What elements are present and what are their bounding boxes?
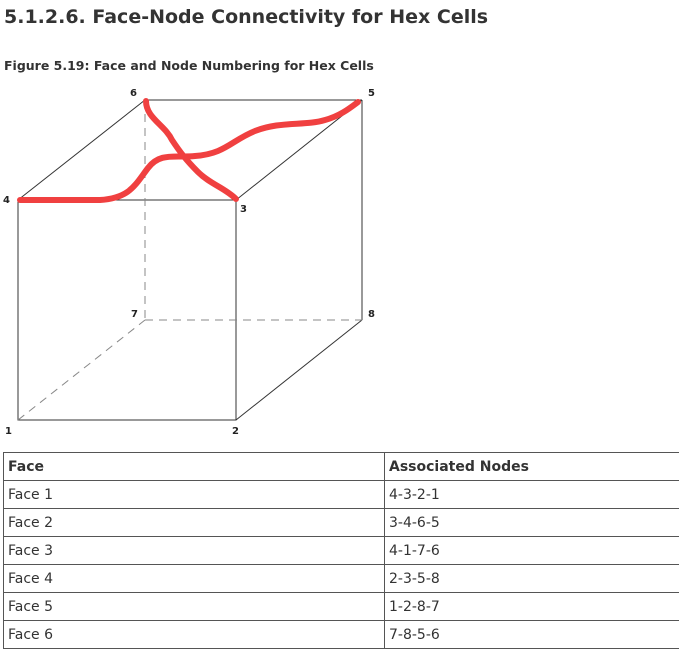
node-label-7: 7	[131, 309, 138, 320]
hex-cell-figure: 6 5 4 3 7 8 1 2	[3, 88, 375, 437]
nodes-cell: 2-3-5-8	[384, 564, 679, 593]
edge-2-8	[235, 319, 363, 421]
table-row: Face 3 4-1-7-6	[3, 536, 679, 565]
edge-4-6	[17, 99, 146, 201]
header-associated-nodes: Associated Nodes	[384, 452, 679, 481]
nodes-cell: 4-3-2-1	[384, 480, 679, 509]
node-label-6: 6	[130, 88, 137, 99]
annotation-stroke-4-5	[17, 99, 361, 203]
face-cell: Face 1	[3, 480, 385, 509]
face-cell: Face 2	[3, 508, 385, 537]
table-header-row: Face Associated Nodes	[3, 452, 679, 481]
table-row: Face 6 7-8-5-6	[3, 620, 679, 649]
node-label-8: 8	[368, 309, 375, 320]
nodes-cell: 3-4-6-5	[384, 508, 679, 537]
front-face	[17, 199, 237, 421]
face-cell: Face 6	[3, 620, 385, 649]
node-label-4: 4	[3, 195, 10, 206]
node-label-3: 3	[240, 204, 247, 215]
nodes-cell: 4-1-7-6	[384, 536, 679, 565]
node-label-1: 1	[5, 426, 12, 437]
face-cell: Face 5	[3, 592, 385, 621]
table-row: Face 5 1-2-8-7	[3, 592, 679, 621]
header-face: Face	[3, 452, 385, 481]
node-label-2: 2	[232, 426, 239, 437]
table-row: Face 1 4-3-2-1	[3, 480, 679, 509]
face-cell: Face 3	[3, 536, 385, 565]
nodes-cell: 7-8-5-6	[384, 620, 679, 649]
table-row: Face 2 3-4-6-5	[3, 508, 679, 537]
face-node-table: Face Associated Nodes Face 1 4-3-2-1 Face …	[3, 452, 679, 649]
face-cell: Face 4	[3, 564, 385, 593]
nodes-cell: 1-2-8-7	[384, 592, 679, 621]
table-row: Face 4 2-3-5-8	[3, 564, 679, 593]
hidden-edge-1-7	[17, 319, 146, 421]
node-label-5: 5	[368, 88, 375, 99]
figure-caption: Figure 5.19: Face and Node Numbering for…	[4, 58, 374, 73]
section-title: 5.1.2.6. Face-Node Connectivity for Hex …	[4, 6, 489, 28]
